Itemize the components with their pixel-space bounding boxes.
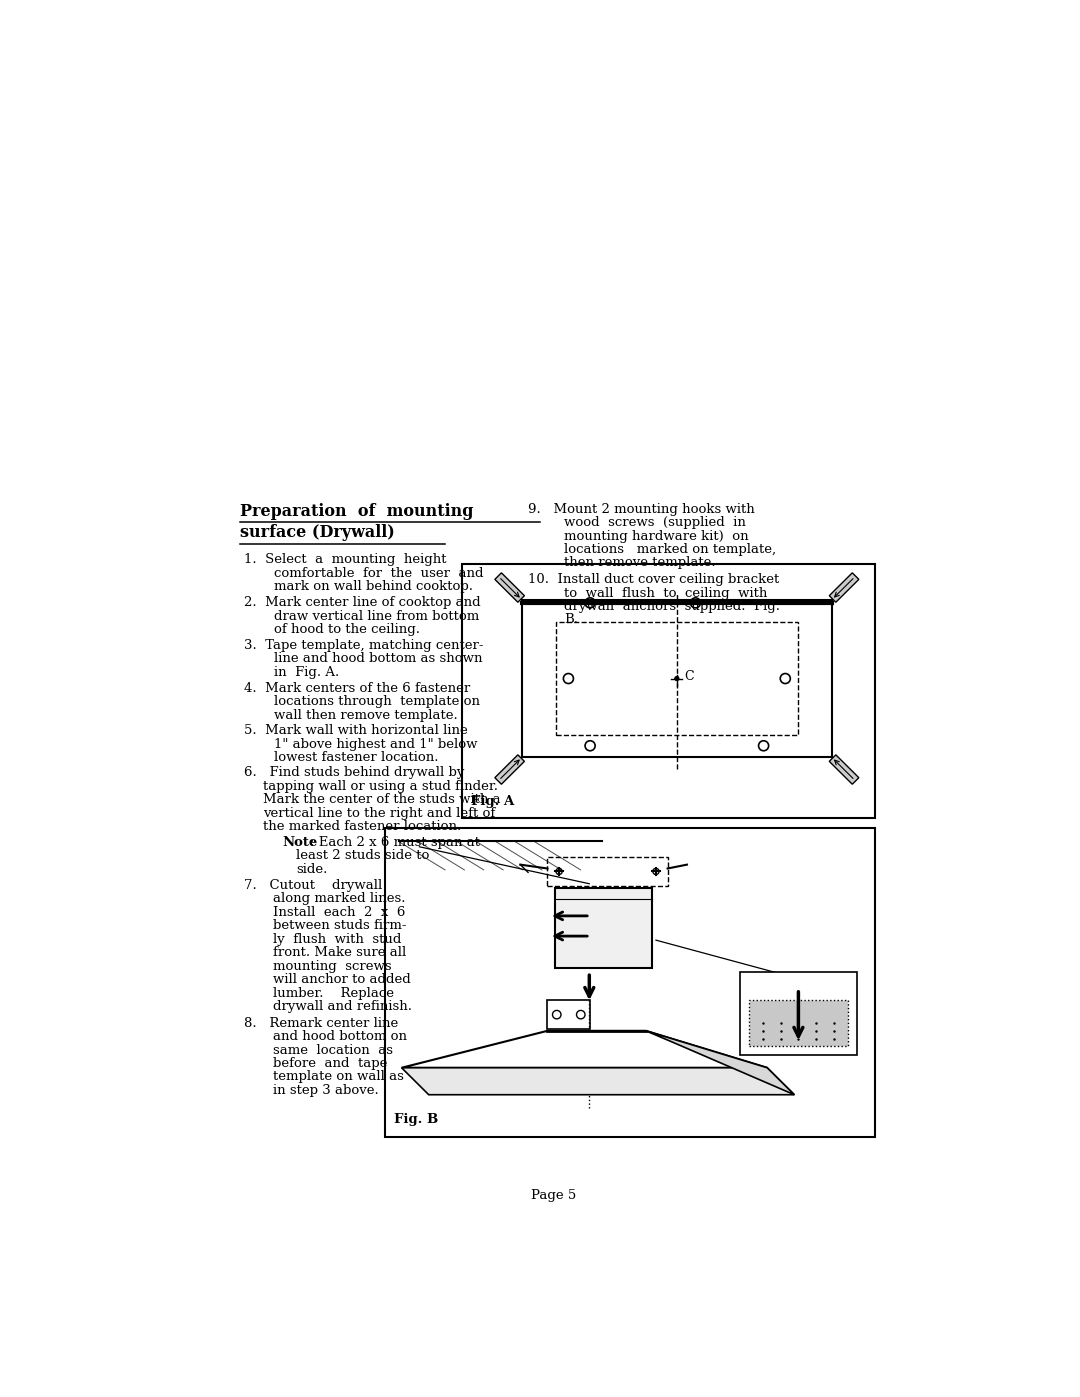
Text: wall then remove template.: wall then remove template. [274,708,458,722]
Text: and hood bottom on: and hood bottom on [273,1030,407,1044]
Text: 2.  Mark center line of cooktop and: 2. Mark center line of cooktop and [243,597,481,609]
Text: Fig. A: Fig. A [471,795,514,807]
Text: side.: side. [296,863,327,876]
Text: tapping wall or using a stud finder.: tapping wall or using a stud finder. [262,780,498,792]
Text: 10.  Install duct cover ceiling bracket: 10. Install duct cover ceiling bracket [528,573,779,587]
Bar [548,856,667,886]
Text: Preparation  of  mounting: Preparation of mounting [240,503,473,520]
Text: drywall  anchors  supplied.  Fig.: drywall anchors supplied. Fig. [565,599,781,613]
Bar [522,599,832,757]
Text: Install  each  2  x  6: Install each 2 x 6 [273,905,405,919]
Text: 9.   Mount 2 mounting hooks with: 9. Mount 2 mounting hooks with [528,503,755,515]
Bar [548,1000,590,1030]
Text: same  location  as: same location as [273,1044,393,1056]
Text: 1.  Select  a  mounting  height: 1. Select a mounting height [243,553,446,566]
Text: locations through  template on: locations through template on [274,696,481,708]
Text: 7.   Cutout    drywall: 7. Cutout drywall [243,879,381,891]
Circle shape [675,676,679,680]
Text: 5.  Mark wall with horizontal line: 5. Mark wall with horizontal line [243,725,468,738]
Text: Mark the center of the studs with a: Mark the center of the studs with a [262,793,500,806]
Text: front. Make sure all: front. Make sure all [273,946,406,960]
Text: locations   marked on template,: locations marked on template, [565,543,777,556]
Bar [748,1000,848,1046]
Text: mark on wall behind cooktop.: mark on wall behind cooktop. [274,580,473,594]
Text: B.: B. [565,613,579,626]
Text: between studs firm-: between studs firm- [273,919,406,932]
Text: comfortable  for  the  user  and: comfortable for the user and [274,567,484,580]
Bar [384,827,875,1137]
Text: least 2 studs side to: least 2 studs side to [296,849,430,862]
Text: then remove template.: then remove template. [565,556,716,570]
Text: : Each 2 x 6 must span at: : Each 2 x 6 must span at [310,835,481,849]
Polygon shape [402,1067,794,1095]
Text: 4.  Mark centers of the 6 fastener: 4. Mark centers of the 6 fastener [243,682,470,694]
Text: wood  screws  (supplied  in: wood screws (supplied in [565,515,746,529]
Text: the marked fastener location.: the marked fastener location. [262,820,461,833]
Text: ly  flush  with  stud: ly flush with stud [273,933,402,946]
Text: Note: Note [282,835,318,849]
Text: along marked lines.: along marked lines. [273,893,405,905]
Polygon shape [495,754,525,784]
Text: 8.   Remark center line: 8. Remark center line [243,1017,397,1030]
Text: drywall and refinish.: drywall and refinish. [273,1000,411,1013]
Text: to  wall  flush  to  ceiling  with: to wall flush to ceiling with [565,587,768,599]
Text: C: C [685,671,694,683]
Text: template on wall as: template on wall as [273,1070,404,1084]
Text: in step 3 above.: in step 3 above. [273,1084,379,1097]
Text: of hood to the ceiling.: of hood to the ceiling. [274,623,420,636]
Text: 6.   Find studs behind drywall by: 6. Find studs behind drywall by [243,767,464,780]
Polygon shape [402,1031,767,1067]
Text: vertical line to the right and left of: vertical line to the right and left of [262,806,495,820]
Text: lumber.    Replace: lumber. Replace [273,986,394,999]
Text: 1" above highest and 1" below: 1" above highest and 1" below [274,738,478,750]
Text: mounting  screws: mounting screws [273,960,392,972]
Text: before  and  tape: before and tape [273,1058,388,1070]
Bar [462,564,875,819]
Text: mounting hardware kit)  on: mounting hardware kit) on [565,529,748,542]
Text: Page 5: Page 5 [531,1189,576,1201]
Polygon shape [829,754,859,784]
Bar [556,622,798,735]
Text: draw vertical line from bottom: draw vertical line from bottom [274,609,480,623]
Text: 3.  Tape template, matching center-: 3. Tape template, matching center- [243,638,483,652]
Text: surface (Drywall): surface (Drywall) [240,524,394,541]
Bar [740,972,858,1056]
Text: in  Fig. A.: in Fig. A. [274,666,340,679]
Text: Fig. B: Fig. B [394,1113,438,1126]
Text: will anchor to added: will anchor to added [273,974,410,986]
Text: line and hood bottom as shown: line and hood bottom as shown [274,652,483,665]
Polygon shape [495,573,525,602]
Bar [555,887,652,968]
Text: lowest fastener location.: lowest fastener location. [274,752,438,764]
Polygon shape [646,1031,794,1095]
Polygon shape [829,573,859,602]
